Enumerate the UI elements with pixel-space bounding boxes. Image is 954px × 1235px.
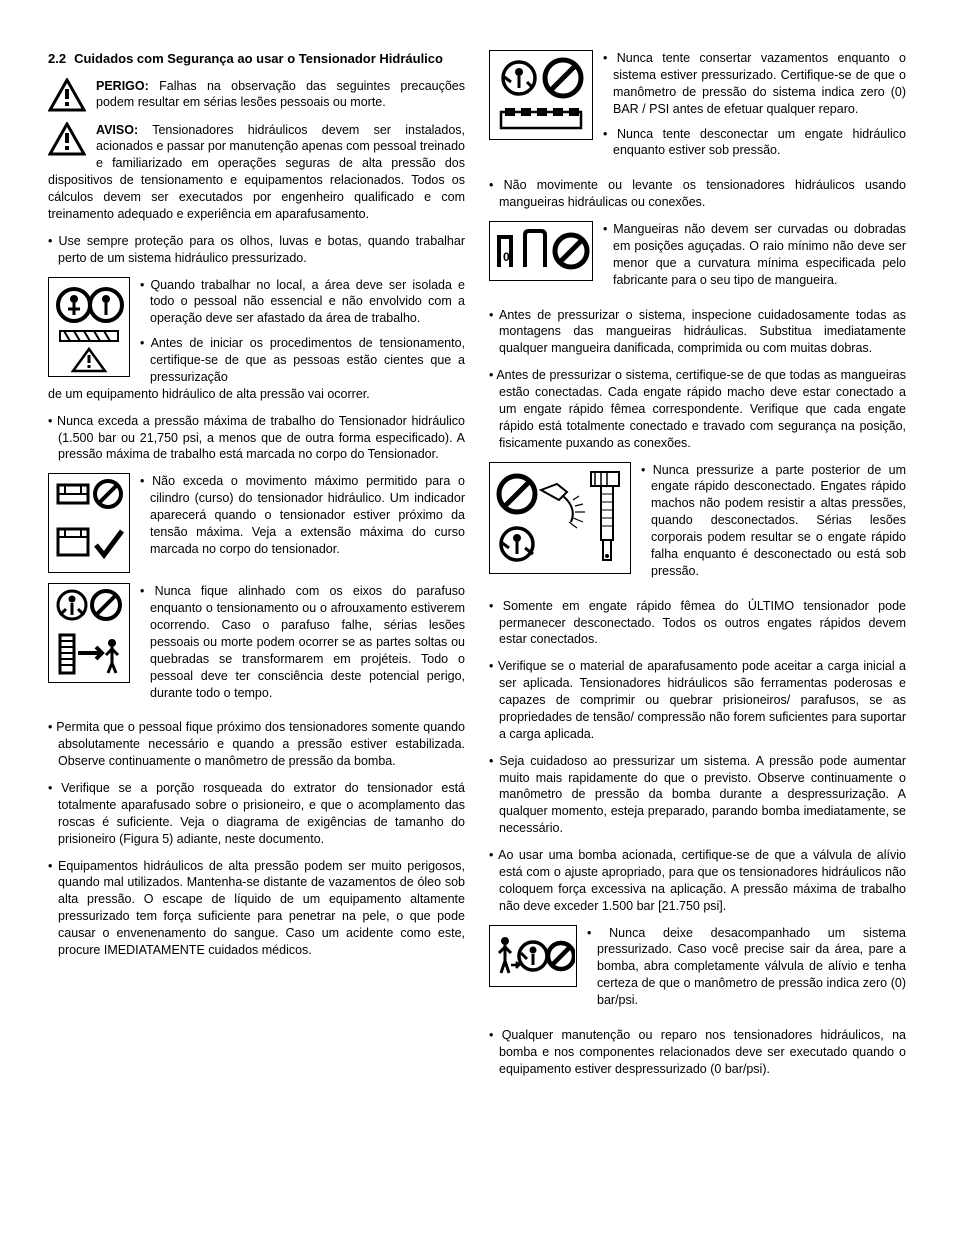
bullet-eye-protection: Use sempre proteção para os olhos, luvas… — [48, 233, 465, 267]
bullet-bolt-material: Verifique se o material de aparafusament… — [489, 658, 906, 742]
coupler-block: Nunca pressurize a parte posterior de um… — [489, 462, 906, 588]
bullet-leak-repair: Nunca tente consertar vazamentos enquant… — [603, 50, 906, 118]
section-heading: 2.2 Cuidados com Segurança ao usar o Ten… — [48, 50, 465, 68]
danger-text: PERIGO: Falhas na observação das seguint… — [96, 78, 465, 112]
bullet-hose-bend: Mangueiras não devem ser curvadas ou dob… — [603, 221, 906, 289]
bullet-inform-people-a: Antes de iniciar os procedimentos de ten… — [140, 335, 465, 386]
warn-body: Tensionadores hidráulicos devem ser inst… — [48, 123, 465, 221]
hose-block: 0 Mangueiras não devem ser curvadas ou d… — [489, 221, 906, 297]
bullet-depressurize-maintenance: Qualquer manutenção ou reparo nos tensio… — [489, 1027, 906, 1078]
bullet-relief-valve: Ao usar uma bomba acionada, certifique-s… — [489, 847, 906, 915]
left-column: 2.2 Cuidados com Segurança ao usar o Ten… — [48, 50, 465, 1088]
unattended-block: Nunca deixe desacompanhado um sistema pr… — [489, 925, 906, 1017]
unattended-icon — [489, 925, 577, 987]
bullet-no-lift-by-hose: Não movimente ou levante os tensionadore… — [489, 177, 906, 211]
bullet-pressurize-care: Seja cuidadoso ao pressurizar um sistema… — [489, 753, 906, 837]
leak-repair-icon — [489, 50, 593, 140]
bullet-no-disconnect: Nunca tente desconectar um engate hidráu… — [603, 126, 906, 160]
danger-block: PERIGO: Falhas na observação das seguint… — [48, 78, 465, 112]
page-two-column: 2.2 Cuidados com Segurança ao usar o Ten… — [48, 50, 906, 1088]
hose-bend-radius-icon: 0 — [489, 221, 593, 281]
bullet-last-female: Somente em engate rápido fêmea do ÚLTIMO… — [489, 598, 906, 649]
warning-block: AVISO: Tensionadores hidráulicos devem s… — [48, 122, 465, 223]
section-number: 2.2 — [48, 50, 66, 68]
section-title-text: Cuidados com Segurança ao usar o Tension… — [74, 50, 465, 68]
bullet-coupler-pressure: Nunca pressurize a parte posterior de um… — [641, 462, 906, 580]
bullet-isolate-area: Quando trabalhar no local, a área deve s… — [140, 277, 465, 328]
warning-triangle-icon — [48, 122, 86, 156]
svg-text:0: 0 — [503, 250, 510, 264]
bolt-axis-icon — [48, 583, 130, 683]
danger-body: Falhas na observação das seguintes preca… — [96, 79, 465, 110]
bullet-thread-engagement: Verifique se a porção rosqueada do extra… — [48, 780, 465, 848]
bullet-oil-injection: Equipamentos hidráulicos de alta pressão… — [48, 858, 465, 959]
bullet-unattended: Nunca deixe desacompanhado um sistema pr… — [587, 925, 906, 1009]
alignment-block: Nunca fique alinhado com os eixos do par… — [48, 583, 465, 709]
right-column: Nunca tente consertar vazamentos enquant… — [489, 50, 906, 1088]
max-stroke-icon — [48, 473, 130, 573]
bullet-alignment: Nunca fique alinhado com os eixos do par… — [140, 583, 465, 701]
bullet-max-pressure: Nunca exceda a pressão máxima de trabalh… — [48, 413, 465, 464]
isolate-area-block: Quando trabalhar no local, a área deve s… — [48, 277, 465, 386]
bullet-inspect-hoses: Antes de pressurizar o sistema, inspecio… — [489, 307, 906, 358]
danger-triangle-icon — [48, 78, 86, 112]
bullet-personnel-near: Permita que o pessoal fique próximo dos … — [48, 719, 465, 770]
warn-label: AVISO: — [96, 123, 138, 137]
isolate-area-icon — [48, 277, 130, 377]
leak-block: Nunca tente consertar vazamentos enquant… — [489, 50, 906, 167]
danger-label: PERIGO: — [96, 79, 149, 93]
stroke-block: Não exceda o movimento máximo permitido … — [48, 473, 465, 573]
bullet-stroke: Não exceda o movimento máximo permitido … — [140, 473, 465, 557]
disconnected-coupler-icon — [489, 462, 631, 574]
bullet-verify-couplers: Antes de pressurizar o sistema, certifiq… — [489, 367, 906, 451]
bullet-inform-people-b: de um equipamento hidráulico de alta pre… — [48, 386, 465, 403]
